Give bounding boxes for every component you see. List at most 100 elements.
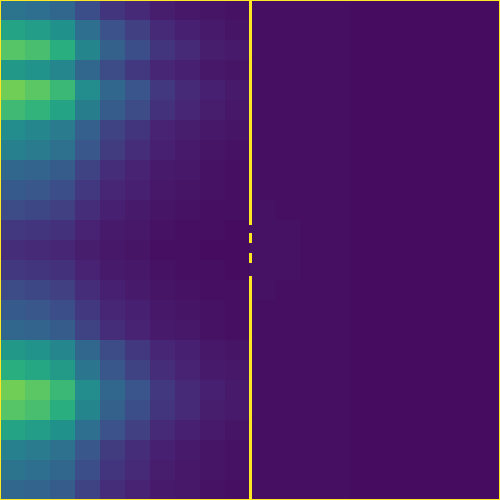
barrier-segment: [249, 0, 252, 225]
heat-cell: [200, 60, 226, 81]
heat-cell: [175, 340, 201, 361]
heat-cell: [275, 400, 301, 421]
heat-cell: [0, 40, 26, 61]
heat-cell: [225, 380, 251, 401]
heat-cell: [200, 80, 226, 101]
heat-cell: [275, 480, 301, 500]
plot-frame: [1, 1, 500, 500]
heat-cell: [450, 160, 476, 181]
heat-cell: [350, 380, 376, 401]
heat-cell: [275, 20, 301, 41]
heat-cell: [175, 140, 201, 161]
heat-cell: [250, 380, 276, 401]
heat-cell: [400, 80, 426, 101]
heat-cell: [300, 240, 326, 261]
heat-cell: [350, 0, 376, 21]
heat-cell: [400, 0, 426, 21]
heat-cell: [275, 80, 301, 101]
heat-cell: [100, 260, 126, 281]
heat-cell: [400, 180, 426, 201]
heat-cell: [50, 460, 76, 481]
heat-cell: [450, 120, 476, 141]
heat-cell: [125, 480, 151, 500]
heat-cell: [175, 0, 201, 21]
heat-cell: [425, 120, 451, 141]
heat-cell: [200, 40, 226, 61]
heat-cell: [250, 340, 276, 361]
heat-cell: [100, 280, 126, 301]
heat-cell: [100, 420, 126, 441]
heat-cell: [0, 260, 26, 281]
heat-cell: [225, 140, 251, 161]
heat-cell: [150, 120, 176, 141]
heat-cell: [275, 160, 301, 181]
heat-cell: [125, 200, 151, 221]
heat-cell: [25, 80, 51, 101]
heat-cell: [50, 240, 76, 261]
heat-cell: [50, 480, 76, 500]
heat-cell: [225, 360, 251, 381]
heat-cell: [250, 440, 276, 461]
heat-cell: [300, 20, 326, 41]
heat-cell: [400, 380, 426, 401]
heat-cell: [150, 260, 176, 281]
heat-cell: [25, 120, 51, 141]
heat-cell: [300, 0, 326, 21]
heat-cell: [25, 240, 51, 261]
heat-cell: [100, 340, 126, 361]
heat-cell: [100, 60, 126, 81]
heat-cell: [150, 220, 176, 241]
heat-cell: [200, 280, 226, 301]
heat-cell: [450, 40, 476, 61]
heat-cell: [275, 440, 301, 461]
heat-cell: [425, 20, 451, 41]
heat-cell: [150, 460, 176, 481]
heat-cell: [175, 240, 201, 261]
heat-cell: [50, 440, 76, 461]
heat-cell: [200, 20, 226, 41]
heat-cell: [25, 60, 51, 81]
heat-cell: [250, 400, 276, 421]
heat-cell: [250, 200, 276, 221]
heat-cell: [150, 380, 176, 401]
heat-cell: [475, 460, 500, 481]
heat-cell: [350, 180, 376, 201]
heat-cell: [200, 360, 226, 381]
heat-cell: [200, 140, 226, 161]
heat-cell: [325, 480, 351, 500]
heat-cell: [375, 60, 401, 81]
heat-cell: [150, 300, 176, 321]
heat-cell: [150, 80, 176, 101]
heat-cell: [25, 140, 51, 161]
heat-cell: [350, 440, 376, 461]
heat-cell: [300, 420, 326, 441]
heat-cell: [125, 140, 151, 161]
heat-cell: [125, 20, 151, 41]
heat-cell: [350, 460, 376, 481]
heat-cell: [350, 480, 376, 500]
heat-cell: [350, 340, 376, 361]
heat-cell: [375, 100, 401, 121]
heat-cell: [300, 80, 326, 101]
heat-cell: [200, 340, 226, 361]
heat-cell: [125, 60, 151, 81]
heat-cell: [175, 480, 201, 500]
heat-cell: [300, 340, 326, 361]
heat-cell: [300, 220, 326, 241]
heat-cell: [0, 320, 26, 341]
heat-cell: [150, 180, 176, 201]
heat-cell: [375, 200, 401, 221]
heat-cell: [150, 440, 176, 461]
heat-cell: [400, 120, 426, 141]
heat-cell: [75, 220, 101, 241]
heat-cell: [450, 360, 476, 381]
heat-cell: [175, 220, 201, 241]
heat-cell: [350, 320, 376, 341]
heat-cell: [475, 220, 500, 241]
heat-cell: [75, 440, 101, 461]
heat-cell: [0, 80, 26, 101]
heat-cell: [475, 0, 500, 21]
heat-cell: [275, 320, 301, 341]
heat-cell: [25, 260, 51, 281]
heat-cell: [350, 120, 376, 141]
